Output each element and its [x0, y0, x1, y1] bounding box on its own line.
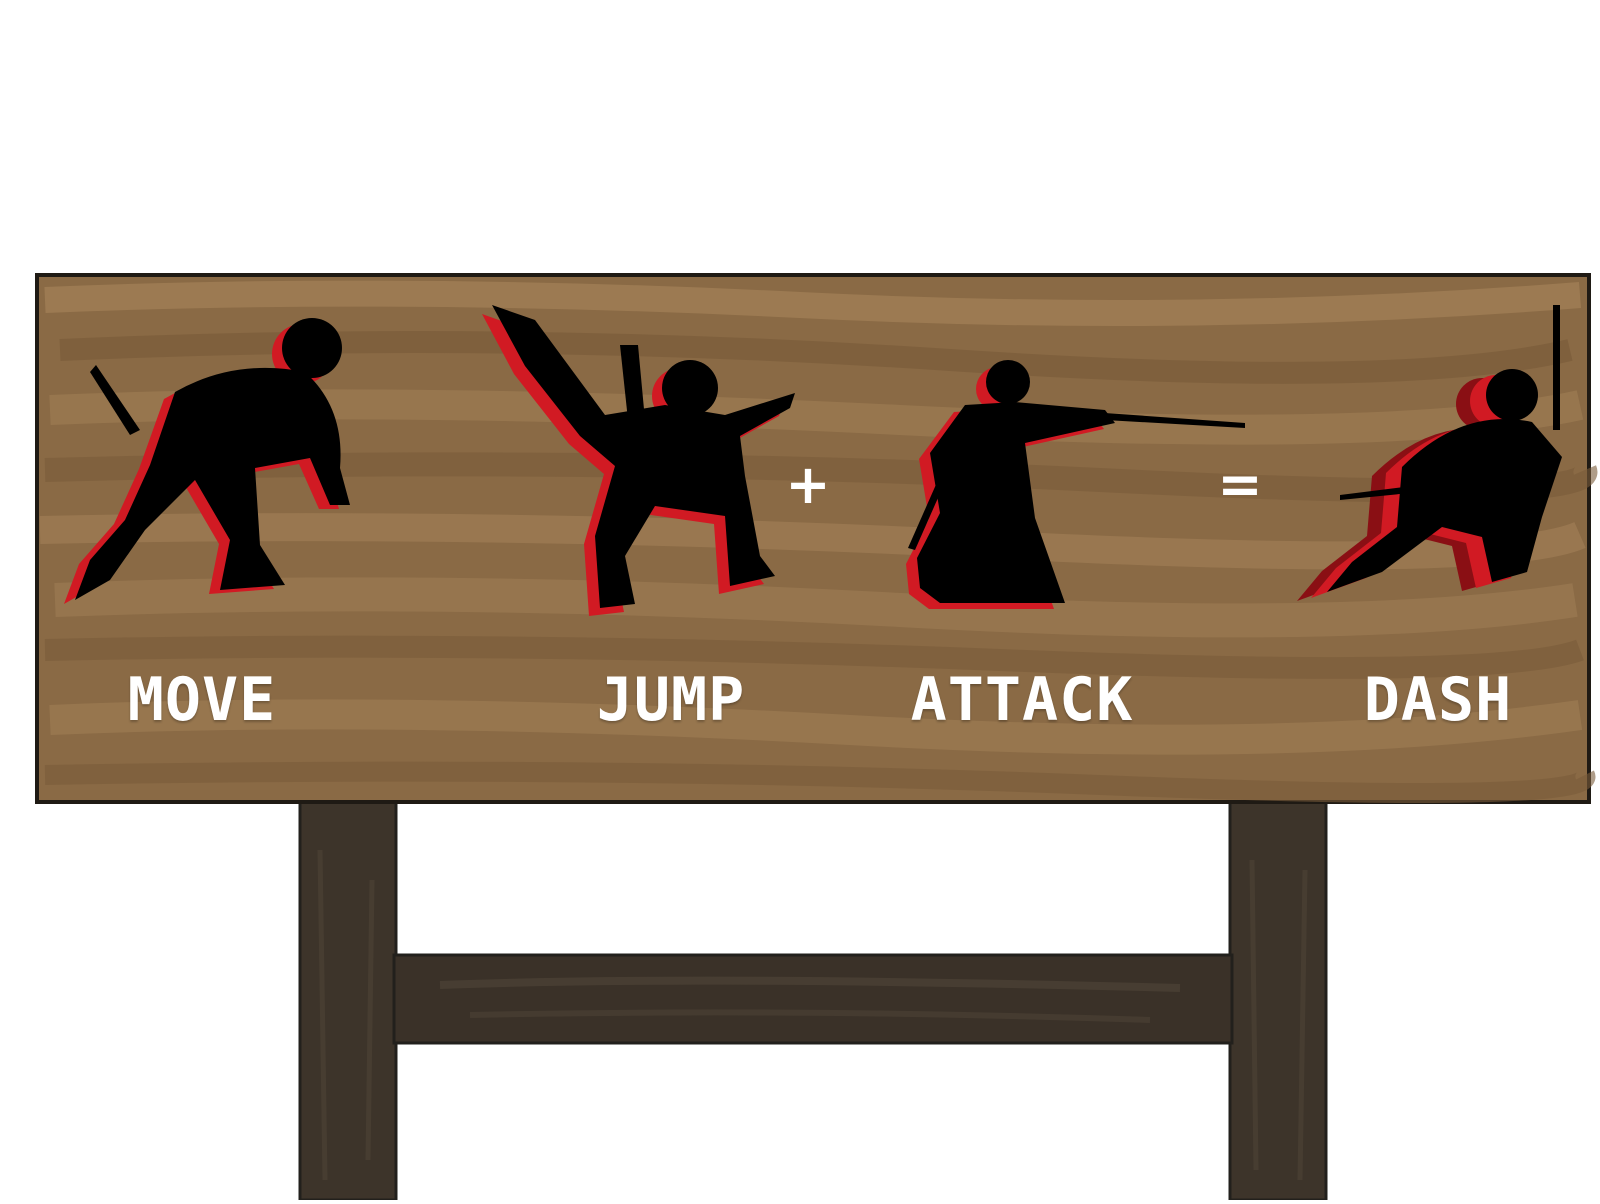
cross-beam	[392, 953, 1234, 1045]
wooden-board	[35, 273, 1598, 804]
left-post	[298, 788, 398, 1202]
ninja-jump-icon	[482, 305, 795, 616]
label-move: MOVE	[127, 665, 277, 735]
label-attack: ATTACK	[910, 665, 1134, 735]
label-jump: JUMP	[596, 665, 746, 735]
equals-operator: =	[1217, 453, 1263, 516]
ninja-move-icon	[64, 318, 350, 604]
ninja-attack-icon	[906, 360, 1245, 609]
signpost-legs	[298, 788, 1328, 1202]
label-dash: DASH	[1363, 665, 1513, 735]
plus-operator: +	[785, 453, 831, 516]
right-post	[1228, 788, 1328, 1202]
ninja-dash-icon	[1297, 305, 1562, 601]
